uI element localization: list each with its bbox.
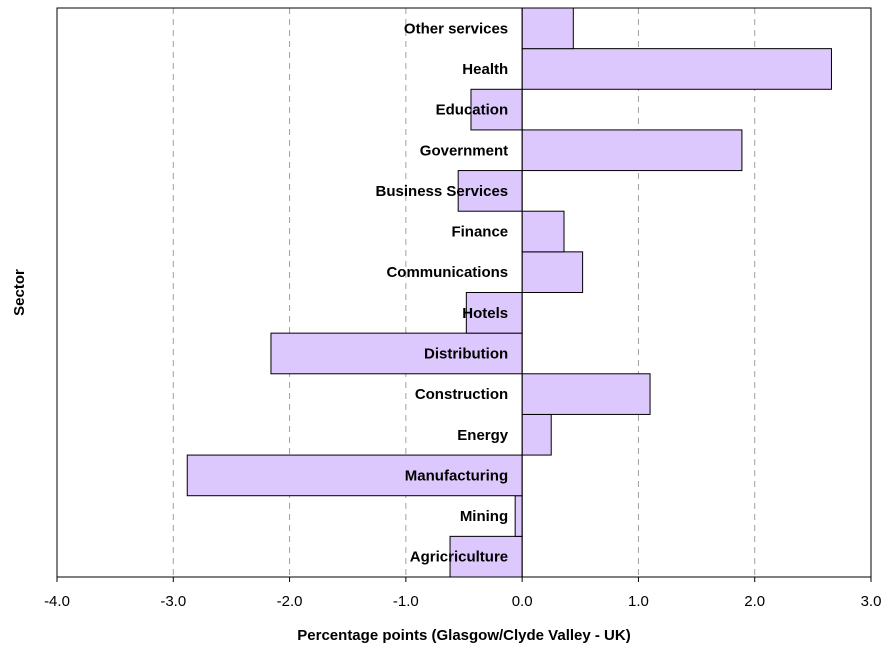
category-label: Energy bbox=[457, 427, 509, 444]
category-label: Business Services bbox=[376, 183, 509, 200]
x-tick-label: 0.0 bbox=[512, 593, 533, 610]
bar bbox=[186, 454, 523, 497]
bar bbox=[521, 373, 651, 415]
bar bbox=[521, 7, 574, 50]
bar bbox=[521, 251, 584, 294]
category-label: Finance bbox=[451, 224, 508, 241]
x-tick-label: -1.0 bbox=[393, 593, 419, 610]
bar bbox=[457, 170, 523, 212]
category-label: Distribution bbox=[424, 345, 508, 362]
bars bbox=[186, 7, 832, 578]
category-label: Hotels bbox=[462, 305, 508, 322]
x-axis-title: Percentage points (Glasgow/Clyde Valley … bbox=[297, 627, 630, 644]
bar bbox=[514, 495, 523, 537]
category-label: Construction bbox=[415, 386, 508, 403]
bar bbox=[521, 413, 552, 456]
x-tick-label: -2.0 bbox=[277, 593, 303, 610]
bar bbox=[521, 48, 832, 90]
category-label: Manufacturing bbox=[405, 467, 508, 484]
bar bbox=[270, 332, 523, 375]
x-tick-label: -3.0 bbox=[160, 593, 186, 610]
bar bbox=[521, 129, 743, 172]
bar bbox=[521, 210, 565, 253]
category-label: Government bbox=[420, 142, 508, 159]
category-label: Health bbox=[462, 61, 508, 78]
bar bbox=[449, 535, 523, 578]
y-axis-title: Sector bbox=[11, 269, 28, 316]
category-label: Agricriculture bbox=[410, 549, 508, 566]
x-tick-label: 2.0 bbox=[744, 593, 765, 610]
x-tick-label: 1.0 bbox=[628, 593, 649, 610]
category-label: Education bbox=[436, 102, 509, 119]
bar bbox=[465, 292, 523, 334]
bar bbox=[470, 88, 523, 131]
category-label: Other services bbox=[404, 20, 508, 37]
x-tick-label: -4.0 bbox=[44, 593, 70, 610]
category-labels: Agricriculture Mining Manufacturing Energy C… bbox=[376, 20, 509, 565]
x-tick-label: 3.0 bbox=[861, 593, 882, 610]
category-label: Mining bbox=[460, 508, 508, 525]
x-axis-ticks: -4.0 -3.0 -2.0 -1.0 0.0 1.0 2.0 3.0 bbox=[44, 577, 881, 610]
category-label: Communications bbox=[386, 264, 508, 281]
